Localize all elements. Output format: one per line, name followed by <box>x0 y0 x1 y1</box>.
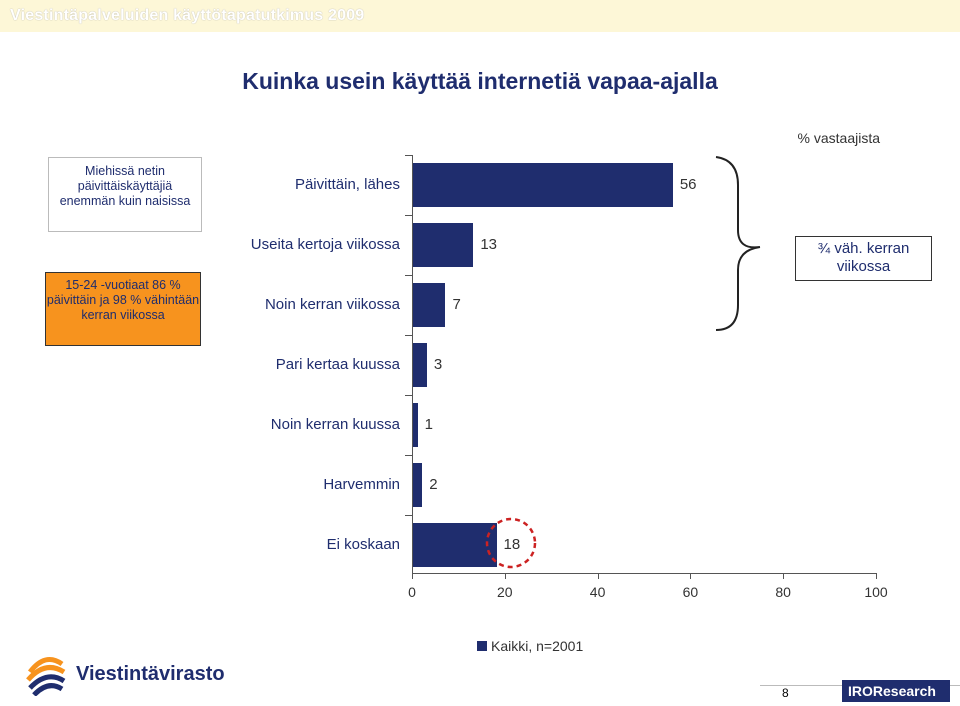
value-label: 1 <box>424 416 433 433</box>
value-label: 18 <box>503 536 521 553</box>
x-axis-line <box>412 573 876 574</box>
category-label: Noin kerran viikossa <box>264 296 400 313</box>
value-label: 3 <box>433 356 443 373</box>
y-tick <box>405 515 412 516</box>
category-label: Harvemmin <box>323 476 400 493</box>
unit-label: % vastaajista <box>797 130 880 146</box>
category-label: Pari kertaa kuussa <box>275 356 400 373</box>
note-men: Miehissä netin päivittäiskäyttäjiä enemm… <box>48 157 202 232</box>
bar <box>413 403 418 447</box>
x-tick <box>597 573 599 579</box>
value-label: 56 <box>679 176 697 193</box>
x-tick-label: 100 <box>864 584 888 600</box>
bar <box>413 163 673 207</box>
y-axis-line <box>412 155 413 573</box>
viestintavirasto-logo-text: Viestintävirasto <box>76 663 225 685</box>
grouping-brace <box>715 156 761 331</box>
header-title: Viestintäpalveluiden käyttötapatutkimus … <box>10 7 365 24</box>
x-tick <box>876 573 877 579</box>
slide-title: Kuinka usein käyttää internetiä vapaa-aj… <box>242 68 718 94</box>
y-tick <box>405 395 412 396</box>
bar <box>413 283 446 327</box>
header-band: Viestintäpalveluiden käyttötapatutkimus … <box>0 0 960 32</box>
bar <box>413 463 423 507</box>
x-tick <box>412 573 413 579</box>
legend-label: Kaikki, n=2001 <box>491 638 584 654</box>
callout-box: ¾ väh. kerran viikossa <box>795 236 932 281</box>
value-label: 7 <box>452 296 461 313</box>
highlight-circle <box>485 517 537 569</box>
category-label: Ei koskaan <box>326 536 400 553</box>
value-label: 13 <box>480 236 497 253</box>
bar <box>413 223 474 267</box>
legend-swatch <box>477 641 487 651</box>
x-tick-label: 80 <box>775 584 791 600</box>
value-label: 2 <box>429 476 438 493</box>
y-tick <box>405 215 412 216</box>
y-tick <box>405 455 412 456</box>
x-tick-label: 20 <box>497 584 513 600</box>
page-number: 8 <box>782 686 789 700</box>
x-tick <box>504 573 506 579</box>
y-tick <box>405 155 412 156</box>
category-label: Päivittäin, lähes <box>294 176 400 193</box>
x-tick-label: 60 <box>682 584 699 600</box>
x-tick-label: 40 <box>589 584 606 600</box>
bar <box>413 343 427 387</box>
iroresearch-logo: IROResearch <box>842 680 950 702</box>
y-tick <box>405 275 412 276</box>
x-tick <box>690 573 692 579</box>
x-tick-label: 0 <box>408 584 416 600</box>
note-youth: 15-24 -vuotiaat 86 % päivittäin ja 98 % … <box>45 272 201 346</box>
y-tick <box>405 335 412 336</box>
category-label: Noin kerran kuussa <box>270 416 400 433</box>
x-tick <box>783 573 785 579</box>
bar <box>413 523 497 567</box>
category-label: Useita kertoja viikossa <box>250 236 400 253</box>
viestintavirasto-logo-icon <box>22 648 68 701</box>
